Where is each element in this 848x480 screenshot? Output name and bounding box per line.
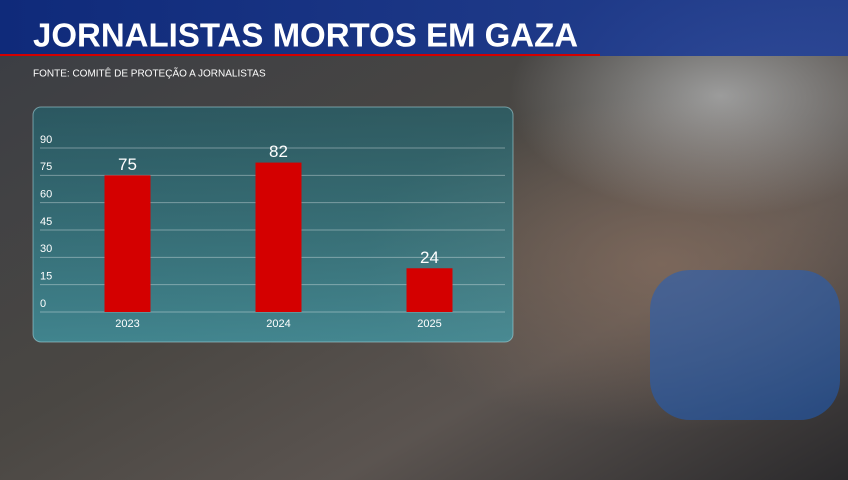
chart-subtitle: FONTE: COMITÊ DE PROTEÇÃO A JORNALISTAS	[33, 67, 266, 80]
bar	[104, 175, 151, 312]
x-tick-label: 2023	[115, 318, 139, 330]
title-rule	[0, 54, 600, 56]
title-band	[0, 0, 848, 56]
x-tick-label: 2025	[417, 318, 441, 330]
bar	[255, 162, 302, 312]
y-tick-label: 0	[40, 298, 46, 310]
value-label: 82	[269, 142, 288, 161]
y-tick-label: 60	[40, 189, 52, 201]
x-tick-label: 2024	[266, 318, 290, 330]
y-tick-label: 30	[40, 243, 52, 255]
plot: 0 15 30 45 60 75 90 2023 75 2024 82 2025 24	[40, 134, 505, 330]
background-photo	[650, 270, 840, 420]
chart-title: JORNALISTAS MORTOS EM GAZA	[33, 17, 578, 54]
y-tick-label: 90	[40, 134, 52, 146]
value-label: 24	[420, 248, 439, 267]
y-tick-label: 45	[40, 216, 52, 228]
value-label: 75	[118, 155, 137, 174]
y-tick-label: 75	[40, 161, 52, 173]
bar	[406, 268, 453, 312]
y-tick-label: 15	[40, 271, 52, 283]
